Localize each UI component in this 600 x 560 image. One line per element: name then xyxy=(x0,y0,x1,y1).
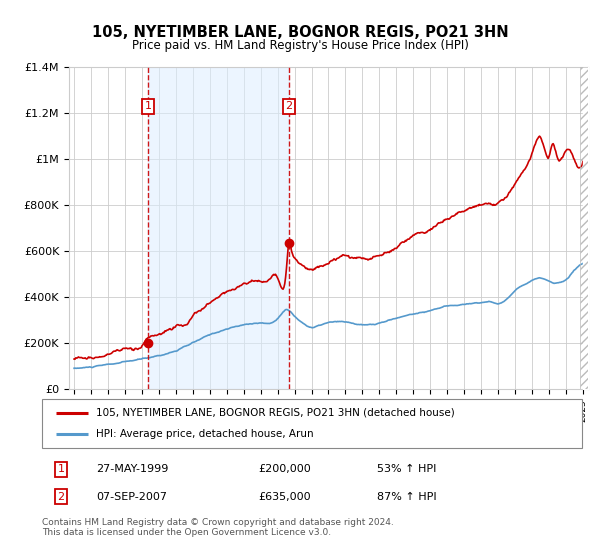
Text: 53% ↑ HPI: 53% ↑ HPI xyxy=(377,464,436,474)
FancyBboxPatch shape xyxy=(42,399,582,448)
Text: 2: 2 xyxy=(58,492,64,502)
Text: 1: 1 xyxy=(145,101,152,111)
Text: 2: 2 xyxy=(286,101,293,111)
Text: Price paid vs. HM Land Registry's House Price Index (HPI): Price paid vs. HM Land Registry's House … xyxy=(131,39,469,52)
Text: £200,000: £200,000 xyxy=(258,464,311,474)
Text: 27-MAY-1999: 27-MAY-1999 xyxy=(96,464,169,474)
Text: 07-SEP-2007: 07-SEP-2007 xyxy=(96,492,167,502)
Text: 87% ↑ HPI: 87% ↑ HPI xyxy=(377,492,436,502)
Text: 105, NYETIMBER LANE, BOGNOR REGIS, PO21 3HN: 105, NYETIMBER LANE, BOGNOR REGIS, PO21 … xyxy=(92,25,508,40)
Text: Contains HM Land Registry data © Crown copyright and database right 2024.
This d: Contains HM Land Registry data © Crown c… xyxy=(42,518,394,538)
Text: 1: 1 xyxy=(58,464,64,474)
Text: 105, NYETIMBER LANE, BOGNOR REGIS, PO21 3HN (detached house): 105, NYETIMBER LANE, BOGNOR REGIS, PO21 … xyxy=(96,408,455,418)
Text: £635,000: £635,000 xyxy=(258,492,311,502)
Text: HPI: Average price, detached house, Arun: HPI: Average price, detached house, Arun xyxy=(96,429,314,439)
